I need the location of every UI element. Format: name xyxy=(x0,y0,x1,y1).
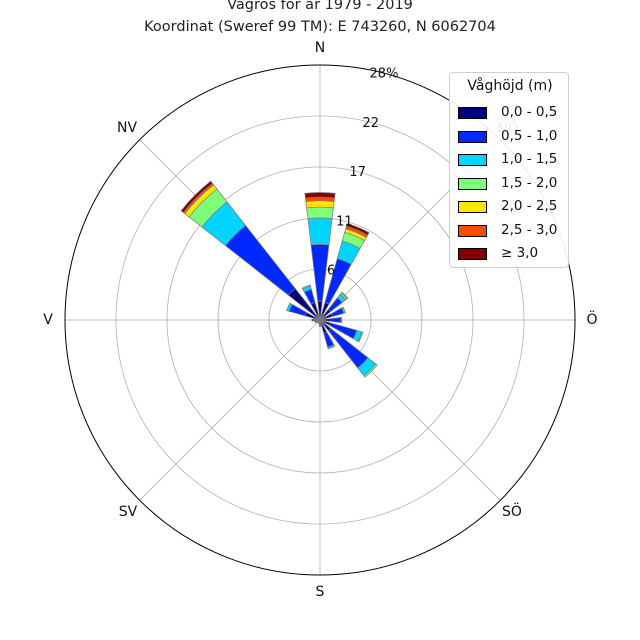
wedge-157.5-bin-2 xyxy=(327,344,336,350)
wedge-0-bin-2 xyxy=(307,217,333,246)
radial-tick-label: 11 xyxy=(336,214,353,229)
wedge-225-bin-1 xyxy=(316,321,319,324)
wedge-135-bin-3 xyxy=(363,363,378,378)
wedge-247.5-bin-1 xyxy=(314,320,318,324)
radial-tick-label: 28% xyxy=(370,67,399,82)
outer-circle xyxy=(64,64,576,576)
radial-tick-label: 6 xyxy=(327,264,335,279)
legend-label: 0,0 - 0,5 xyxy=(501,104,558,120)
direction-label-S: S xyxy=(316,584,325,600)
direction-label-NV: NV xyxy=(117,120,137,136)
legend: Våghöjd (m) 0,0 - 0,5 0,5 - 1,0 1,0 - 1,5 1… xyxy=(449,72,569,268)
wedge-315-bin-6 xyxy=(180,180,213,213)
legend-label: 0,5 - 1,0 xyxy=(501,127,558,144)
legend-swatch xyxy=(458,201,487,213)
wedge-270-bin-1 xyxy=(311,318,315,322)
wedge-90-bin-1 xyxy=(330,317,342,323)
legend-label: 2,5 - 3,0 xyxy=(501,221,558,238)
wedge-202.5-bin-1 xyxy=(317,321,320,324)
legend-swatch xyxy=(458,177,487,190)
legend-title: Våghöjd (m) xyxy=(467,78,553,94)
grid-spoke xyxy=(139,319,321,501)
direction-label-N: N xyxy=(315,40,325,56)
legend-label: ≥ 3,0 xyxy=(501,245,539,261)
radial-tick-label: 22 xyxy=(363,116,380,131)
wedge-0-bin-6 xyxy=(304,192,336,199)
wedge-180-bin-1 xyxy=(318,324,322,327)
legend-swatch xyxy=(458,248,487,260)
chart-subtitle: Koordinat (Sweref 99 TM): E 743260, N 60… xyxy=(144,19,496,35)
wedge-337.5-bin-3 xyxy=(301,284,311,290)
legend-swatch xyxy=(458,224,487,237)
radial-tick-label: 17 xyxy=(349,165,366,180)
wedge-112.5-bin-3 xyxy=(357,331,364,343)
wedge-67.5-bin-2 xyxy=(340,306,346,314)
legend-label: 2,0 - 2,5 xyxy=(501,198,558,214)
legend-label: 1,0 - 1,5 xyxy=(501,151,558,167)
direction-label-V: V xyxy=(43,312,53,328)
legend-swatch xyxy=(458,107,487,119)
direction-label-Ö: Ö xyxy=(586,310,597,328)
wedge-45-bin-4 xyxy=(340,291,349,300)
wedge-292.5-bin-2 xyxy=(286,302,293,312)
direction-label-SÖ: SÖ xyxy=(502,502,522,520)
legend-swatch xyxy=(458,154,487,166)
wedge-22.5-bin-6 xyxy=(345,223,370,236)
wedge-0-bin-3 xyxy=(306,206,334,220)
wedge-90-bin-2 xyxy=(340,317,343,323)
wedge-315-bin-1 xyxy=(225,225,296,296)
chart-title: Vågros för år 1979 - 2019 xyxy=(227,0,413,13)
legend-swatch xyxy=(458,130,487,143)
direction-label-SV: SV xyxy=(119,504,138,520)
wedge-0-bin-4 xyxy=(305,200,335,209)
legend-label: 1,5 - 2,0 xyxy=(501,174,558,191)
